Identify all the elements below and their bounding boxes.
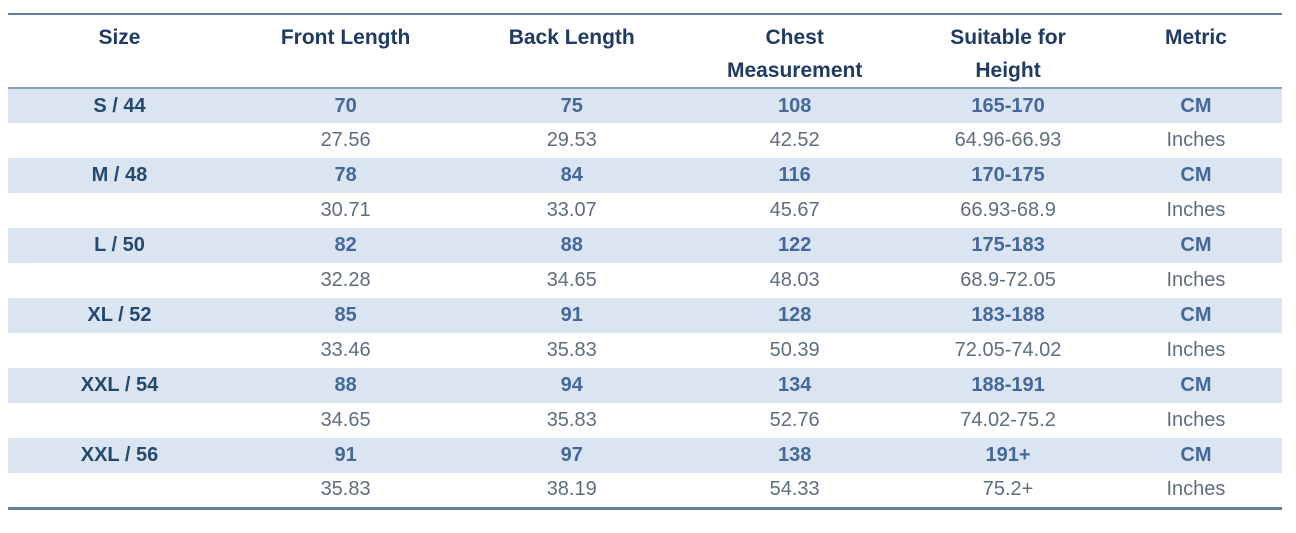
table-row-xxl56-inches: 35.83 38.19 54.33 75.2+ Inches	[8, 473, 1282, 509]
height-value: 66.93-68.9	[906, 193, 1110, 229]
table-row-l50-cm: L / 50 82 88 122 175-183 CM	[8, 228, 1282, 264]
back-length-value: 88	[460, 228, 684, 264]
front-length-value: 70	[230, 88, 461, 124]
table-row-l50-inches: 32.28 34.65 48.03 68.9-72.05 Inches	[8, 263, 1282, 299]
chest-value: 122	[683, 228, 907, 264]
chest-value: 50.39	[683, 333, 907, 369]
metric-value: CM	[1109, 368, 1282, 404]
chest-value: 52.76	[683, 403, 907, 439]
chest-value: 116	[683, 158, 907, 194]
col-header-size: Size	[8, 14, 231, 90]
metric-value: Inches	[1109, 403, 1282, 439]
table-row-s44-cm: S / 44 70 75 108 165-170 CM	[8, 88, 1282, 124]
table-body: S / 44 70 75 108 165-170 CM 27.56 29.53 …	[8, 88, 1282, 509]
height-value: 165-170	[906, 88, 1110, 124]
metric-value: CM	[1109, 88, 1282, 124]
chest-value: 42.52	[683, 123, 907, 159]
size-value: XXL / 56	[8, 438, 231, 474]
col-header-back-length: Back Length	[460, 14, 684, 90]
height-value: 75.2+	[906, 473, 1110, 509]
height-value: 64.96-66.93	[906, 123, 1110, 159]
back-length-value: 38.19	[460, 473, 684, 509]
size-value: XXL / 54	[8, 368, 231, 404]
back-length-value: 75	[460, 88, 684, 124]
col-header-chest-measurement-label: Chest Measurement	[726, 26, 863, 82]
back-length-value: 29.53	[460, 123, 684, 159]
table-row-s44-inches: 27.56 29.53 42.52 64.96-66.93 Inches	[8, 123, 1282, 159]
back-length-value: 34.65	[460, 263, 684, 299]
front-length-value: 34.65	[230, 403, 461, 439]
col-header-metric: Metric	[1109, 14, 1282, 90]
height-value: 68.9-72.05	[906, 263, 1110, 299]
size-value: S / 44	[8, 88, 231, 124]
chest-value: 108	[683, 88, 907, 124]
front-length-value: 30.71	[230, 193, 461, 229]
metric-value: Inches	[1109, 473, 1282, 509]
front-length-value: 32.28	[230, 263, 461, 299]
front-length-value: 35.83	[230, 473, 461, 509]
chest-value: 138	[683, 438, 907, 474]
col-header-chest-measurement: Chest Measurement	[683, 14, 907, 90]
metric-value: CM	[1109, 438, 1282, 474]
height-value: 170-175	[906, 158, 1110, 194]
header-row: Size Front Length Back Length Chest Meas…	[8, 14, 1282, 90]
metric-value: Inches	[1109, 263, 1282, 299]
size-chart: Size Front Length Back Length Chest Meas…	[8, 13, 1282, 510]
front-length-value: 85	[230, 298, 461, 334]
front-length-value: 91	[230, 438, 461, 474]
chest-value: 48.03	[683, 263, 907, 299]
size-value	[8, 403, 231, 439]
size-value: XL / 52	[8, 298, 231, 334]
front-length-value: 88	[230, 368, 461, 404]
back-length-value: 33.07	[460, 193, 684, 229]
table-row-m48-inches: 30.71 33.07 45.67 66.93-68.9 Inches	[8, 193, 1282, 229]
height-value: 188-191	[906, 368, 1110, 404]
size-value	[8, 193, 231, 229]
chest-value: 45.67	[683, 193, 907, 229]
col-header-suitable-height-label: Suitable for Height	[950, 26, 1066, 82]
chest-value: 134	[683, 368, 907, 404]
metric-value: CM	[1109, 228, 1282, 264]
table-row-xxl54-cm: XXL / 54 88 94 134 188-191 CM	[8, 368, 1282, 404]
table-row-m48-cm: M / 48 78 84 116 170-175 CM	[8, 158, 1282, 194]
back-length-value: 84	[460, 158, 684, 194]
size-value	[8, 333, 231, 369]
table-row-xl52-inches: 33.46 35.83 50.39 72.05-74.02 Inches	[8, 333, 1282, 369]
height-value: 183-188	[906, 298, 1110, 334]
metric-value: Inches	[1109, 123, 1282, 159]
size-value: L / 50	[8, 228, 231, 264]
back-length-value: 94	[460, 368, 684, 404]
col-header-suitable-height: Suitable for Height	[906, 14, 1110, 90]
height-value: 72.05-74.02	[906, 333, 1110, 369]
back-length-value: 97	[460, 438, 684, 474]
front-length-value: 33.46	[230, 333, 461, 369]
chest-value: 54.33	[683, 473, 907, 509]
size-value	[8, 473, 231, 509]
height-value: 175-183	[906, 228, 1110, 264]
metric-value: Inches	[1109, 333, 1282, 369]
metric-value: CM	[1109, 158, 1282, 194]
metric-value: Inches	[1109, 193, 1282, 229]
height-value: 74.02-75.2	[906, 403, 1110, 439]
back-length-value: 91	[460, 298, 684, 334]
size-value	[8, 263, 231, 299]
size-value: M / 48	[8, 158, 231, 194]
size-chart-table: Size Front Length Back Length Chest Meas…	[8, 13, 1282, 510]
table-row-xxl54-inches: 34.65 35.83 52.76 74.02-75.2 Inches	[8, 403, 1282, 439]
front-length-value: 78	[230, 158, 461, 194]
metric-value: CM	[1109, 298, 1282, 334]
size-value	[8, 123, 231, 159]
table-header: Size Front Length Back Length Chest Meas…	[8, 14, 1282, 90]
back-length-value: 35.83	[460, 403, 684, 439]
back-length-value: 35.83	[460, 333, 684, 369]
front-length-value: 82	[230, 228, 461, 264]
chest-value: 128	[683, 298, 907, 334]
front-length-value: 27.56	[230, 123, 461, 159]
table-row-xxl56-cm: XXL / 56 91 97 138 191+ CM	[8, 438, 1282, 474]
col-header-front-length: Front Length	[230, 14, 461, 90]
height-value: 191+	[906, 438, 1110, 474]
table-row-xl52-cm: XL / 52 85 91 128 183-188 CM	[8, 298, 1282, 334]
